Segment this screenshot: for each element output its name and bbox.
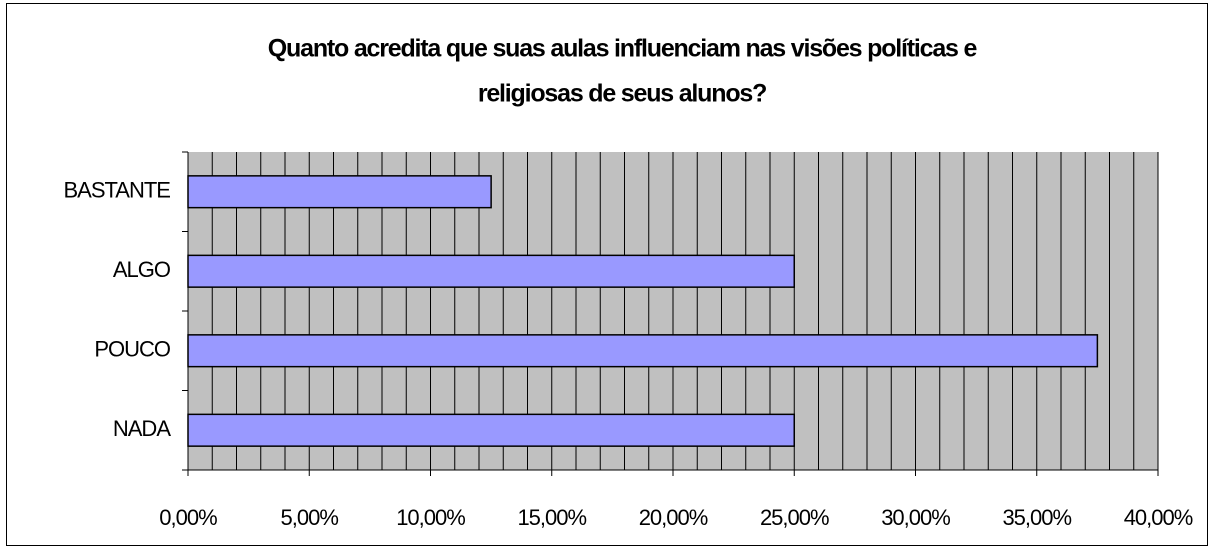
y-tick-label: BASTANTE	[63, 178, 170, 203]
y-tick-label: POUCO	[94, 337, 171, 362]
bar	[187, 254, 795, 288]
bar	[187, 413, 795, 447]
x-tick-label: 0,00%	[159, 505, 217, 530]
x-tick-label: 20,00%	[639, 505, 708, 530]
x-tick-label: 5,00%	[281, 505, 339, 530]
y-tick-label: ALGO	[113, 257, 171, 282]
x-tick-label: 25,00%	[760, 505, 829, 530]
x-tick-label: 15,00%	[517, 505, 586, 530]
bar	[187, 175, 492, 209]
y-tick-label: NADA	[113, 416, 171, 441]
chart-title: Quanto acredita que suas aulas influenci…	[268, 35, 978, 63]
x-tick-label: 30,00%	[881, 505, 950, 530]
x-tick-label: 35,00%	[1002, 505, 1071, 530]
x-tick-label: 40,00%	[1124, 505, 1193, 530]
chart-title: religiosas de seus alunos?	[478, 80, 766, 108]
bar	[187, 334, 1099, 368]
x-tick-label: 10,00%	[396, 505, 465, 530]
